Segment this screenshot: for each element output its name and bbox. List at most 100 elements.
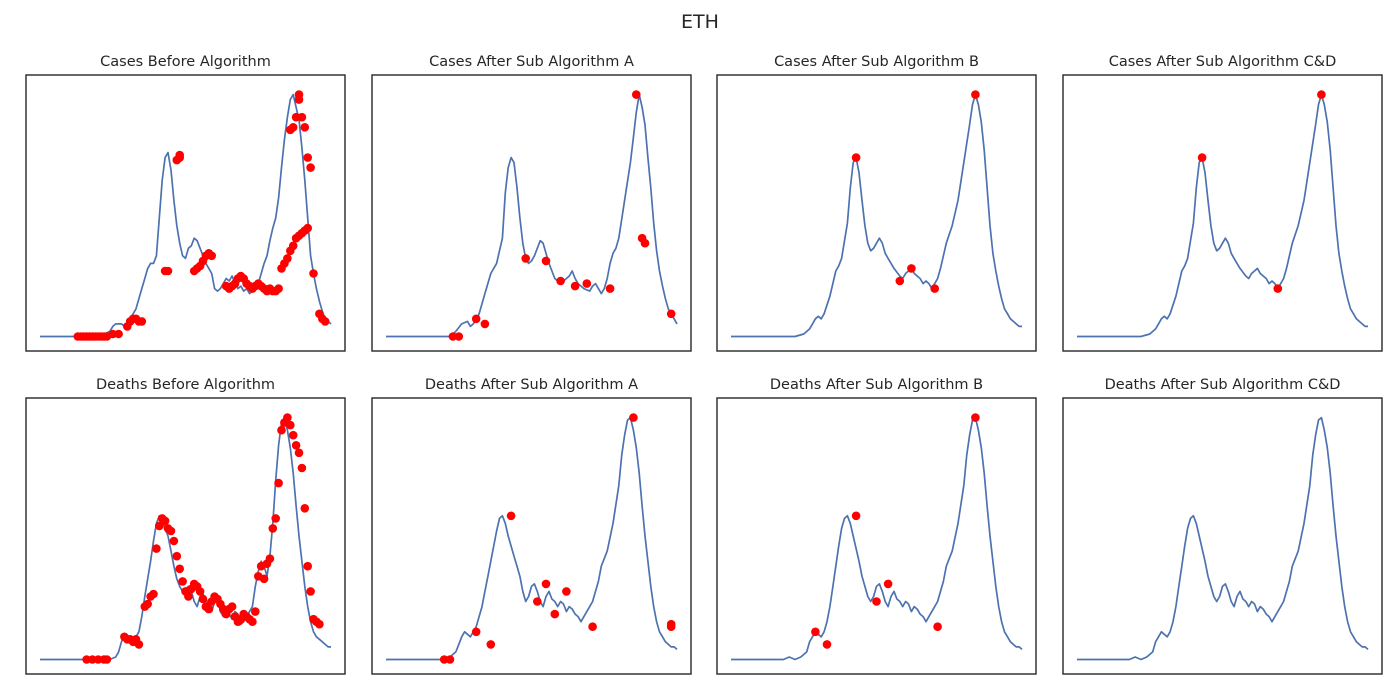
plot-frame bbox=[1062, 74, 1383, 352]
peak-marker bbox=[294, 448, 304, 458]
peak-marker bbox=[300, 504, 310, 513]
peak-marker bbox=[172, 551, 182, 561]
peak-marker bbox=[207, 251, 216, 261]
subplot-title: Deaths After Sub Algorithm B bbox=[770, 377, 983, 393]
peak-marker bbox=[309, 269, 318, 278]
peak-marker bbox=[533, 597, 542, 606]
peak-marker bbox=[303, 561, 313, 571]
peak-marker bbox=[851, 153, 861, 162]
subplot-title: Cases After Sub Algorithm B bbox=[774, 54, 979, 70]
peak-marker bbox=[306, 587, 315, 596]
peak-marker bbox=[851, 511, 861, 521]
peak-marker bbox=[248, 617, 257, 626]
peak-marker bbox=[640, 238, 650, 248]
peak-marker bbox=[1317, 90, 1326, 99]
peak-marker bbox=[521, 254, 530, 263]
peak-marker bbox=[283, 254, 292, 263]
peak-marker bbox=[288, 241, 298, 251]
peak-marker bbox=[114, 329, 123, 339]
peak-marker bbox=[971, 90, 980, 99]
peak-marker bbox=[286, 420, 295, 430]
peak-marker bbox=[471, 314, 481, 324]
plot-frame bbox=[716, 397, 1037, 675]
peak-marker bbox=[268, 524, 278, 533]
series-line bbox=[1077, 416, 1369, 661]
peak-marker bbox=[259, 574, 269, 584]
plot-frame bbox=[371, 397, 692, 675]
subplot-title: Deaths After Sub Algorithm C&D bbox=[1105, 377, 1341, 393]
peak-marker bbox=[605, 284, 615, 293]
peak-marker bbox=[454, 332, 464, 341]
peak-marker bbox=[134, 640, 144, 649]
peak-marker bbox=[175, 564, 184, 574]
subplot-title: Cases Before Algorithm bbox=[100, 54, 271, 70]
peak-marker bbox=[448, 332, 458, 341]
peak-marker bbox=[274, 284, 283, 293]
peak-marker bbox=[227, 602, 237, 611]
subplot-4: Deaths Before Algorithm bbox=[25, 377, 346, 675]
peak-marker bbox=[632, 90, 641, 99]
peak-marker bbox=[160, 516, 170, 526]
peak-marker bbox=[303, 153, 313, 162]
peak-marker bbox=[930, 284, 939, 293]
peak-marker bbox=[895, 276, 905, 286]
peak-marker bbox=[204, 604, 214, 614]
peak-marker bbox=[184, 592, 193, 601]
figure-title: ETH bbox=[681, 11, 719, 33]
peak-marker bbox=[445, 655, 455, 664]
subplot-5: Deaths After Sub Algorithm A bbox=[371, 377, 692, 675]
peak-marker bbox=[872, 597, 881, 606]
peak-marker bbox=[506, 511, 516, 521]
peak-marker bbox=[251, 607, 260, 616]
peak-marker bbox=[166, 526, 176, 536]
peak-marker bbox=[541, 579, 551, 589]
peak-marker bbox=[971, 413, 980, 422]
peak-marker bbox=[811, 627, 820, 637]
peak-marker bbox=[291, 441, 301, 450]
peak-marker bbox=[294, 90, 304, 99]
subplot-2: Cases After Sub Algorithm B bbox=[716, 54, 1037, 352]
peak-marker bbox=[137, 317, 147, 326]
peak-marker bbox=[195, 587, 205, 596]
subplot-title: Cases After Sub Algorithm A bbox=[429, 54, 634, 70]
peak-marker bbox=[570, 281, 580, 291]
series-line bbox=[386, 416, 678, 661]
subplot-title: Deaths Before Algorithm bbox=[96, 377, 275, 393]
peak-marker bbox=[541, 256, 551, 266]
peak-marker bbox=[288, 123, 298, 132]
peak-marker bbox=[556, 276, 565, 286]
peak-marker bbox=[1197, 153, 1207, 162]
plot-frame bbox=[371, 74, 692, 352]
peak-marker bbox=[550, 609, 560, 619]
series-line bbox=[1077, 93, 1368, 338]
peak-marker bbox=[178, 577, 187, 586]
peak-marker bbox=[822, 640, 832, 649]
peak-marker bbox=[175, 150, 184, 160]
peak-marker bbox=[303, 223, 313, 233]
peak-marker bbox=[629, 413, 638, 422]
peak-marker bbox=[283, 413, 292, 422]
peak-marker bbox=[274, 478, 283, 488]
subplot-3: Cases After Sub Algorithm C&D bbox=[1062, 54, 1383, 352]
peak-marker bbox=[666, 309, 676, 319]
subplot-6: Deaths After Sub Algorithm B bbox=[716, 377, 1037, 675]
plot-frame bbox=[25, 74, 346, 352]
subplot-0: Cases Before Algorithm bbox=[25, 54, 346, 352]
plot-frame bbox=[1062, 397, 1383, 675]
peak-marker bbox=[320, 317, 330, 326]
subplot-title: Cases After Sub Algorithm C&D bbox=[1109, 54, 1337, 70]
peak-marker bbox=[102, 655, 112, 664]
peak-marker bbox=[666, 622, 676, 631]
peak-marker bbox=[155, 521, 164, 531]
plot-frame bbox=[716, 74, 1037, 352]
plot-frame bbox=[25, 397, 346, 675]
peak-marker bbox=[582, 279, 592, 288]
peak-marker bbox=[149, 589, 158, 599]
peak-marker bbox=[883, 579, 893, 589]
peak-marker bbox=[288, 430, 298, 440]
peak-marker bbox=[271, 514, 281, 523]
peak-marker bbox=[588, 622, 597, 631]
peak-marker bbox=[907, 264, 916, 273]
series-line bbox=[731, 416, 1023, 661]
